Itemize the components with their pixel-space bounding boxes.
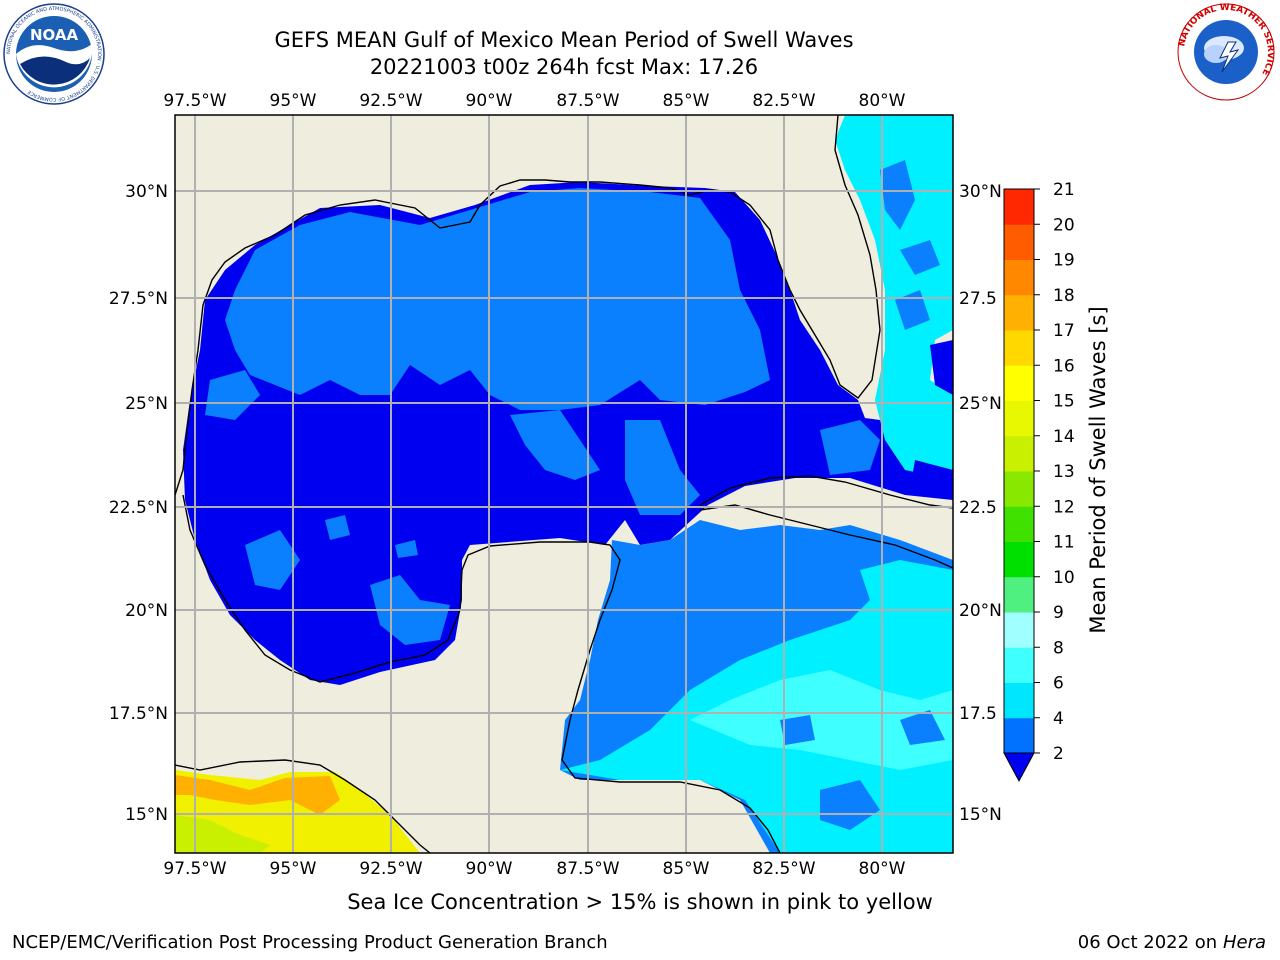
colorbar-tick-label: 20 (1053, 215, 1075, 235)
noaa-logo: NATIONAL OCEANIC AND ATMOSPHERIC ADMINIS… (3, 3, 105, 105)
colorbar-tick-label: 16 (1053, 356, 1075, 376)
gulf-patch-southwest (245, 530, 300, 590)
colorbar-segment (1004, 541, 1034, 578)
colorbar-segment (1004, 471, 1034, 507)
colorbar-tick-label: 6 (1053, 674, 1064, 694)
map-title: GEFS MEAN Gulf of Mexico Mean Period of … (274, 28, 854, 52)
colorbar-tick-label: 11 (1053, 533, 1075, 553)
colorbar-segment (1004, 647, 1034, 683)
map-subtitle: 20221003 t00z 264h fcst Max: 17.26 (369, 55, 759, 79)
lon-label: 95°W (270, 859, 317, 879)
graticule (175, 115, 953, 853)
lon-label: 80°W (859, 91, 906, 111)
lon-label: 87.5°W (556, 91, 619, 111)
colorbar-segment (1004, 435, 1034, 472)
date-text: 06 Oct 2022 on Hera (1078, 932, 1266, 953)
lon-label: 82.5°W (752, 91, 815, 111)
colorbar-tick-label: 19 (1053, 251, 1075, 271)
lat-label: 25°N (959, 394, 1002, 414)
nws-logo: NATIONAL WEATHER SERVICE (1177, 3, 1275, 101)
colorbar-segment (1004, 294, 1034, 331)
pacific-green (175, 815, 270, 853)
map-frame (174, 114, 954, 854)
lat-labels-left: 30°N 27.5°N 25°N 22.5°N 20°N 17.5°N 15°N (109, 182, 168, 825)
colorbar: 2 4 6 8 9 10 11 12 13 14 15 16 17 18 19 20 21 (1003, 180, 1075, 783)
run-date: 06 Oct 2022 on (1077, 932, 1218, 953)
map-field (175, 115, 953, 853)
caribbean-light-cyan (690, 670, 953, 770)
lon-label: 97.5°W (163, 859, 226, 879)
colorbar-segment (1004, 717, 1034, 754)
colorbar-tick-label: 4 (1053, 709, 1064, 729)
gulf-patch-dots (325, 515, 418, 558)
colorbar-tick-label: 21 (1053, 180, 1075, 200)
lon-label: 92.5°W (359, 859, 422, 879)
colorbar-segment (1004, 576, 1034, 613)
lat-label: 25°N (125, 394, 168, 414)
gulf-patch-center (510, 410, 600, 480)
lon-label: 80°W (859, 859, 906, 879)
colorbar-segment (1004, 612, 1034, 648)
lat-label: 15°N (959, 805, 1002, 825)
lat-label: 20°N (959, 601, 1002, 621)
coastlines (175, 115, 953, 853)
florida-straits (820, 420, 880, 475)
lat-label: 22.5°N (109, 498, 168, 518)
lat-labels-right: 30°N 27.5 25°N 22.5 20°N 17.5 15°N (959, 182, 1002, 825)
eastern-gulf-strip (625, 420, 700, 515)
sea-ice-note: Sea Ice Concentration > 15% is shown in … (347, 890, 933, 914)
colorbar-tick-label: 17 (1053, 321, 1075, 341)
lat-label: 30°N (125, 182, 168, 202)
colorbar-label: Mean Period of Swell Waves [s] (1086, 306, 1110, 633)
lon-label: 85°W (663, 859, 710, 879)
colorbar-tick-label: 13 (1053, 462, 1075, 482)
lat-label: 17.5°N (109, 704, 168, 724)
pacific-orange (175, 775, 340, 815)
colorbar-segment (1004, 365, 1034, 401)
lat-label: 30°N (959, 182, 1002, 202)
colorbar-tick-label: 14 (1053, 427, 1075, 447)
lon-label: 97.5°W (163, 91, 226, 111)
colorbar-segment (1004, 189, 1034, 225)
lat-label: 20°N (125, 601, 168, 621)
caribbean-blue-patches (780, 710, 945, 830)
gulf-patch-west (205, 370, 260, 420)
lon-label: 95°W (270, 91, 317, 111)
colorbar-tick-label: 10 (1053, 568, 1075, 588)
atlantic-blue-patches (880, 160, 940, 330)
colorbar-segment (1004, 400, 1034, 437)
colorbar-tick-label: 2 (1053, 744, 1064, 764)
lon-label: 87.5°W (556, 859, 619, 879)
lon-labels-top: 97.5°W 95°W 92.5°W 90°W 87.5°W 85°W 82.5… (163, 91, 905, 111)
colorbar-tick-label: 12 (1053, 497, 1075, 517)
colorbar-tick-label: 15 (1053, 392, 1075, 412)
svg-text:NOAA: NOAA (30, 26, 79, 44)
credit-text: NCEP/EMC/Verification Post Processing Pr… (12, 932, 608, 953)
lon-label: 82.5°W (752, 859, 815, 879)
lon-labels-bottom: 97.5°W 95°W 92.5°W 90°W 87.5°W 85°W 82.5… (163, 859, 905, 879)
lat-label: 27.5 (959, 289, 997, 309)
lon-label: 90°W (466, 859, 513, 879)
colorbar-segment (1004, 259, 1034, 296)
colorbar-tick-label: 9 (1053, 603, 1064, 623)
colorbar-segment (1004, 330, 1034, 366)
lat-label: 15°N (125, 805, 168, 825)
colorbar-segment (1004, 682, 1034, 719)
lon-label: 85°W (663, 91, 710, 111)
host-name: Hera (1222, 932, 1266, 953)
lat-label: 22.5 (959, 498, 997, 518)
colorbar-segment (1004, 506, 1034, 542)
colorbar-segment (1004, 224, 1034, 260)
lat-label: 17.5 (959, 704, 997, 724)
lon-label: 90°W (466, 91, 513, 111)
colorbar-tick-label: 18 (1053, 286, 1075, 306)
lon-label: 92.5°W (359, 91, 422, 111)
lat-label: 27.5°N (109, 289, 168, 309)
colorbar-tick-label: 8 (1053, 638, 1064, 658)
colorbar-extend-triangle (1003, 752, 1035, 783)
bahamas-deep (910, 340, 953, 500)
